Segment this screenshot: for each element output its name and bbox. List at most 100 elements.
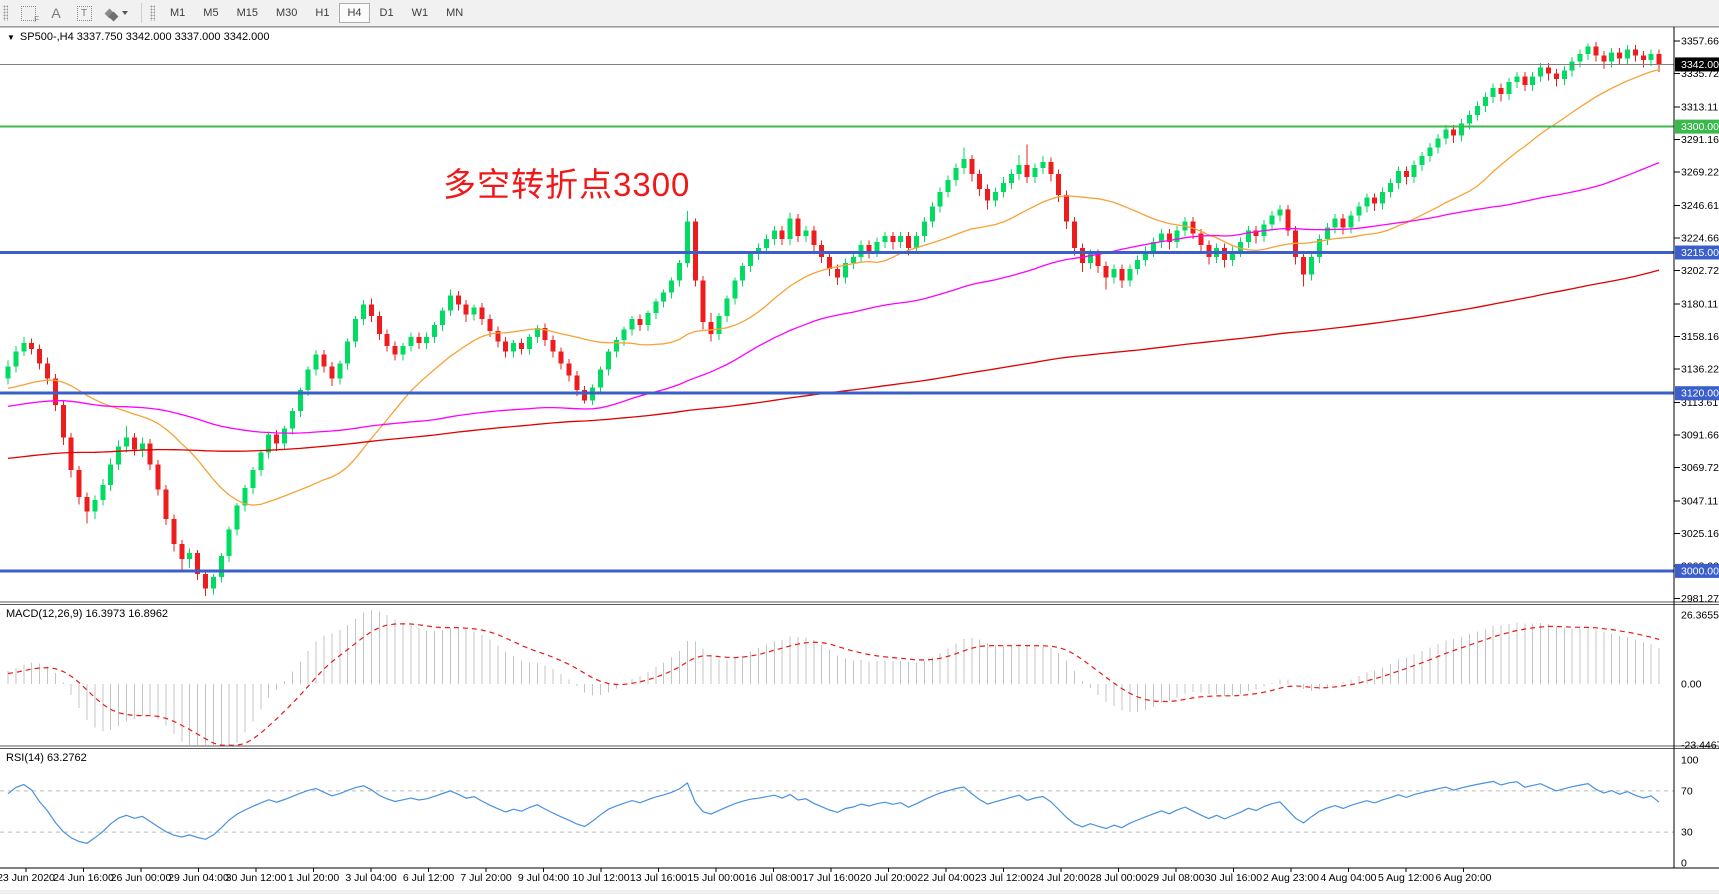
price-badge — [1675, 245, 1719, 260]
dotted-box-icon — [20, 5, 36, 21]
dropdown-triangle-icon[interactable]: ▼ — [7, 32, 15, 42]
bear-candle — [1048, 162, 1054, 175]
bear-candle — [811, 230, 817, 246]
bear-candle — [1024, 165, 1030, 177]
time-tick-label: 9 Jul 04:00 — [518, 872, 570, 884]
price-badge — [1675, 386, 1719, 401]
toolbar-drag-handle[interactable] — [3, 5, 8, 21]
timeframe-button-mn[interactable]: MN — [438, 3, 471, 23]
timeframe-button-d1[interactable]: D1 — [372, 3, 402, 23]
cursor-box-f-tool-icon[interactable]: F — [16, 3, 40, 24]
bull-candle — [803, 230, 809, 237]
timeframe-button-m1[interactable]: M1 — [162, 3, 193, 23]
price-badge-label: 3120.00 — [1681, 388, 1719, 400]
bear-candle — [29, 342, 35, 349]
bull-candle — [1395, 171, 1401, 183]
bull-candle — [1648, 54, 1654, 60]
macd-signal-line — [7, 623, 1660, 746]
timeframe-buttons: M1 M5 M15 M30 H1 H4 D1 W1 MN — [161, 3, 472, 23]
bull-candle — [1585, 46, 1591, 55]
bull-candle — [1538, 67, 1544, 77]
bull-candle — [345, 341, 351, 364]
bull-candle — [1467, 114, 1472, 124]
bull-candle — [400, 345, 406, 355]
bear-candle — [155, 464, 161, 490]
price-tick-label: 3091.66 — [1681, 430, 1719, 442]
bull-candle — [677, 262, 682, 281]
arrow-objects-tool-icon[interactable] — [100, 3, 134, 23]
time-tick-label: 26 Jun 00:00 — [111, 872, 172, 884]
price-tick-label: 3269.22 — [1681, 167, 1719, 179]
time-tick-label: 7 Jul 20:00 — [460, 872, 512, 884]
time-tick-label: 24 Jun 16:00 — [53, 872, 114, 884]
bull-candle — [945, 179, 951, 192]
bear-candle — [779, 230, 785, 240]
bear-candle — [866, 245, 872, 252]
bear-candle — [463, 304, 469, 315]
bull-candle — [882, 236, 888, 243]
bear-candle — [977, 174, 983, 189]
timeframe-button-m30[interactable]: M30 — [268, 3, 305, 23]
bull-candle — [1388, 182, 1393, 192]
bear-candle — [321, 354, 327, 367]
bear-candle — [179, 544, 185, 560]
price-badge-label: 3342.00 — [1681, 59, 1719, 71]
bear-candle — [368, 304, 374, 317]
bull-candle — [629, 319, 635, 330]
bull-candle — [1625, 49, 1630, 59]
bull-candle — [1151, 242, 1156, 252]
bear-candle — [1253, 230, 1259, 237]
time-tick-label: 22 Jul 04:00 — [917, 872, 974, 884]
macd-axis-label: 26.3655 — [1681, 610, 1719, 622]
bull-candle — [1000, 182, 1006, 192]
bull-candle — [1316, 239, 1322, 257]
bear-candle — [1119, 268, 1125, 281]
price-tick-label: 2981.27 — [1681, 593, 1719, 605]
bull-candle — [1443, 129, 1449, 139]
bull-candle — [1087, 253, 1093, 263]
bear-candle — [1190, 221, 1196, 234]
bear-candle — [566, 363, 572, 376]
bull-candle — [787, 218, 793, 240]
timeframe-button-m15[interactable]: M15 — [229, 3, 266, 23]
time-tick-label: 29 Jul 08:00 — [1147, 872, 1204, 884]
bull-candle — [313, 354, 319, 370]
timeframe-button-h4[interactable]: H4 — [339, 3, 370, 23]
bull-candle — [21, 342, 27, 352]
bull-candle — [1506, 82, 1512, 95]
bull-candle — [653, 301, 659, 314]
label-tool-icon[interactable]: A — [44, 3, 68, 23]
time-tick-label: 10 Jul 12:00 — [572, 872, 629, 884]
price-badge — [1675, 57, 1719, 72]
bear-candle — [582, 390, 588, 401]
rsi-axis-label: 70 — [1681, 785, 1693, 797]
bear-candle — [835, 268, 840, 278]
bull-candle — [953, 168, 959, 180]
bull-candle — [1127, 268, 1133, 281]
bull-candle — [218, 556, 224, 577]
rsi-axis-label: 0 — [1681, 858, 1687, 870]
macd-indicator-label: MACD(12,26,9) 16.3973 16.8962 — [6, 608, 169, 620]
chart-text-annotation[interactable]: 多空转折点3300 — [443, 166, 691, 203]
bull-candle — [408, 336, 414, 346]
timeframe-button-w1[interactable]: W1 — [404, 3, 437, 23]
bull-candle — [716, 316, 722, 334]
price-badge — [1675, 119, 1719, 134]
window-bottom-edge — [0, 890, 1719, 894]
bull-candle — [234, 505, 240, 530]
bull-candle — [116, 446, 122, 465]
bull-candle — [1435, 138, 1441, 148]
price-badge — [1675, 563, 1719, 578]
bull-candle — [842, 262, 848, 278]
toolbar-drag-handle[interactable] — [150, 5, 155, 21]
bull-candle — [1332, 218, 1338, 228]
bear-candle — [392, 345, 398, 355]
text-tool-icon[interactable]: T — [72, 3, 96, 23]
bull-candle — [250, 470, 256, 488]
timeframe-button-m5[interactable]: M5 — [195, 3, 226, 23]
timeframe-button-h1[interactable]: H1 — [307, 3, 337, 23]
time-tick-label: 29 Jun 04:00 — [168, 872, 229, 884]
bull-candle — [598, 369, 603, 388]
